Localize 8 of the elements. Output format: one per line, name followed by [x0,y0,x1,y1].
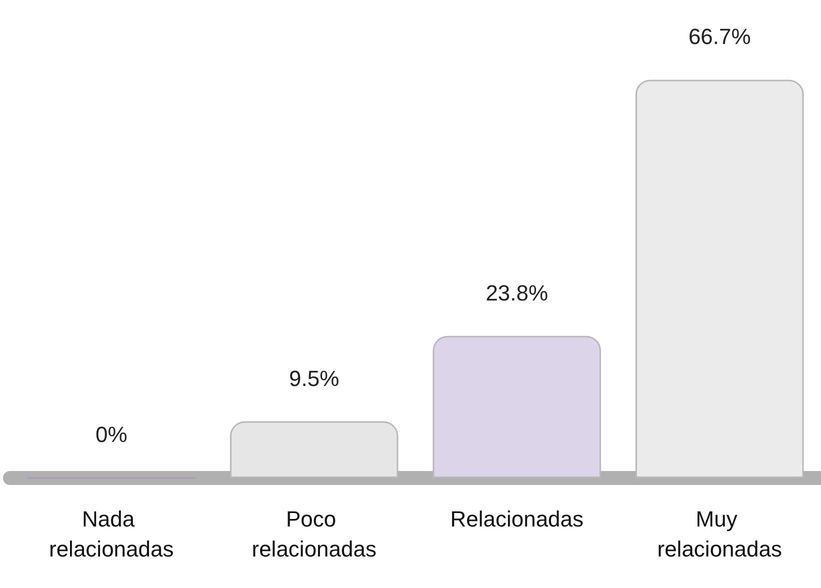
x-tick-label: Poco relacionadas [252,506,376,562]
data-label: 66.7% [688,24,751,50]
data-label: 9.5% [289,366,340,391]
data-label: 23.8% [486,280,548,306]
data-label: 0% [95,422,128,447]
x-tick-label: Nada relacionadas [49,506,174,562]
x-tick-label: Muy relacionadas [657,506,782,562]
x-tick-label: Relacionadas [450,506,584,532]
